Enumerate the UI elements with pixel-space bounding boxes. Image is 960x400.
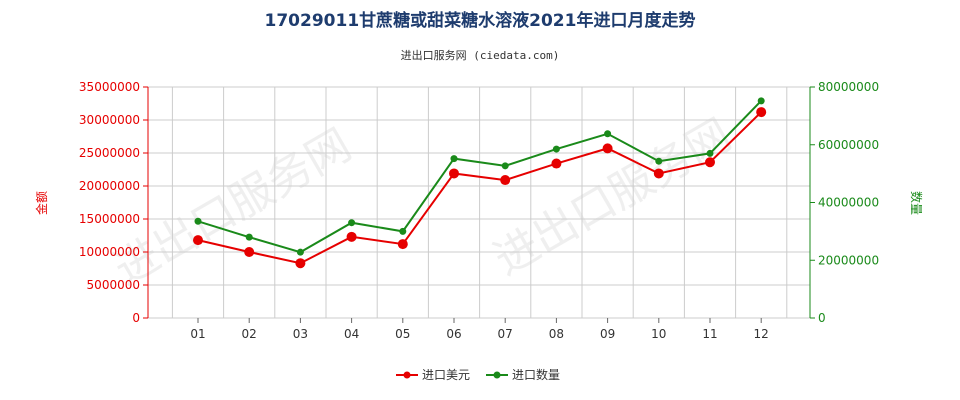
right-axis-tick-label: 0 <box>818 311 826 325</box>
right-axis-tick-label: 80000000 <box>818 80 879 94</box>
left-axis-tick-label: 30000000 <box>79 113 140 127</box>
series-line-2 <box>197 100 762 254</box>
series-2-point <box>706 149 714 157</box>
left-axis-tick-label: 10000000 <box>79 245 140 259</box>
series-2-point <box>194 217 202 225</box>
left-axis-tick-label: 25000000 <box>79 146 140 160</box>
series-1-point <box>346 231 357 242</box>
left-axis-title: 金额 <box>34 191 49 215</box>
series-2-point <box>552 145 560 153</box>
legend-swatch-marker <box>493 371 501 379</box>
series-2-point <box>245 233 253 241</box>
x-axis-tick-label: 10 <box>651 327 666 341</box>
chart-title: 17029011甘蔗糖或甜菜糖水溶液2021年进口月度走势 <box>264 11 696 31</box>
chart-subtitle: 进出口服务网 (ciedata.com) <box>400 49 560 62</box>
series-2-point <box>296 248 304 256</box>
x-axis-tick-label: 06 <box>446 327 461 341</box>
right-axis-tick-label: 60000000 <box>818 138 879 152</box>
x-axis-tick-label: 11 <box>702 327 717 341</box>
series-2-point <box>655 157 663 165</box>
series-1-point <box>756 107 767 118</box>
series-1-point <box>295 258 306 269</box>
left-axis-tick-label: 20000000 <box>79 179 140 193</box>
left-axis-tick-label: 35000000 <box>79 80 140 94</box>
series-line-1 <box>197 111 762 265</box>
series-2-point <box>757 97 765 105</box>
series-1-point <box>705 157 715 168</box>
series-2-point <box>604 130 612 138</box>
right-axis-tick-label: 40000000 <box>818 196 879 210</box>
series-2-point <box>450 155 458 163</box>
legend-label: 进口数量 <box>512 367 560 382</box>
x-axis-tick-label: 01 <box>190 327 205 341</box>
series-2-point <box>348 219 356 227</box>
series-1-point <box>397 239 408 250</box>
series-1-point <box>193 235 203 246</box>
right-axis-tick-label: 20000000 <box>818 253 879 267</box>
series-1-point <box>500 175 511 186</box>
x-axis-tick-label: 05 <box>395 327 410 341</box>
left-axis-tick-label: 0 <box>132 311 140 325</box>
legend-label: 进口美元 <box>422 368 470 382</box>
series-2-point <box>501 162 509 170</box>
left-axis-tick-label: 5000000 <box>87 278 140 292</box>
x-axis-tick-label: 02 <box>242 327 257 341</box>
series-1-point <box>653 168 664 179</box>
series-1-point <box>244 247 255 257</box>
left-axis-tick-label: 15000000 <box>79 212 140 226</box>
x-axis-tick-label: 09 <box>600 327 615 341</box>
watermark-0: 进出口服务网 <box>106 119 360 295</box>
x-axis-tick-label: 07 <box>498 327 513 341</box>
series-1-point <box>551 158 562 169</box>
series-1-point <box>449 168 459 179</box>
right-axis-title: 数量 <box>909 191 924 215</box>
x-axis-tick-label: 12 <box>754 327 769 341</box>
series-1-point <box>602 143 613 154</box>
legend-swatch-marker <box>403 371 411 379</box>
x-axis-tick-label: 08 <box>549 327 564 341</box>
x-axis-tick-label: 03 <box>293 327 308 341</box>
x-axis-tick-label: 04 <box>344 327 359 341</box>
series-2-point <box>399 227 407 235</box>
